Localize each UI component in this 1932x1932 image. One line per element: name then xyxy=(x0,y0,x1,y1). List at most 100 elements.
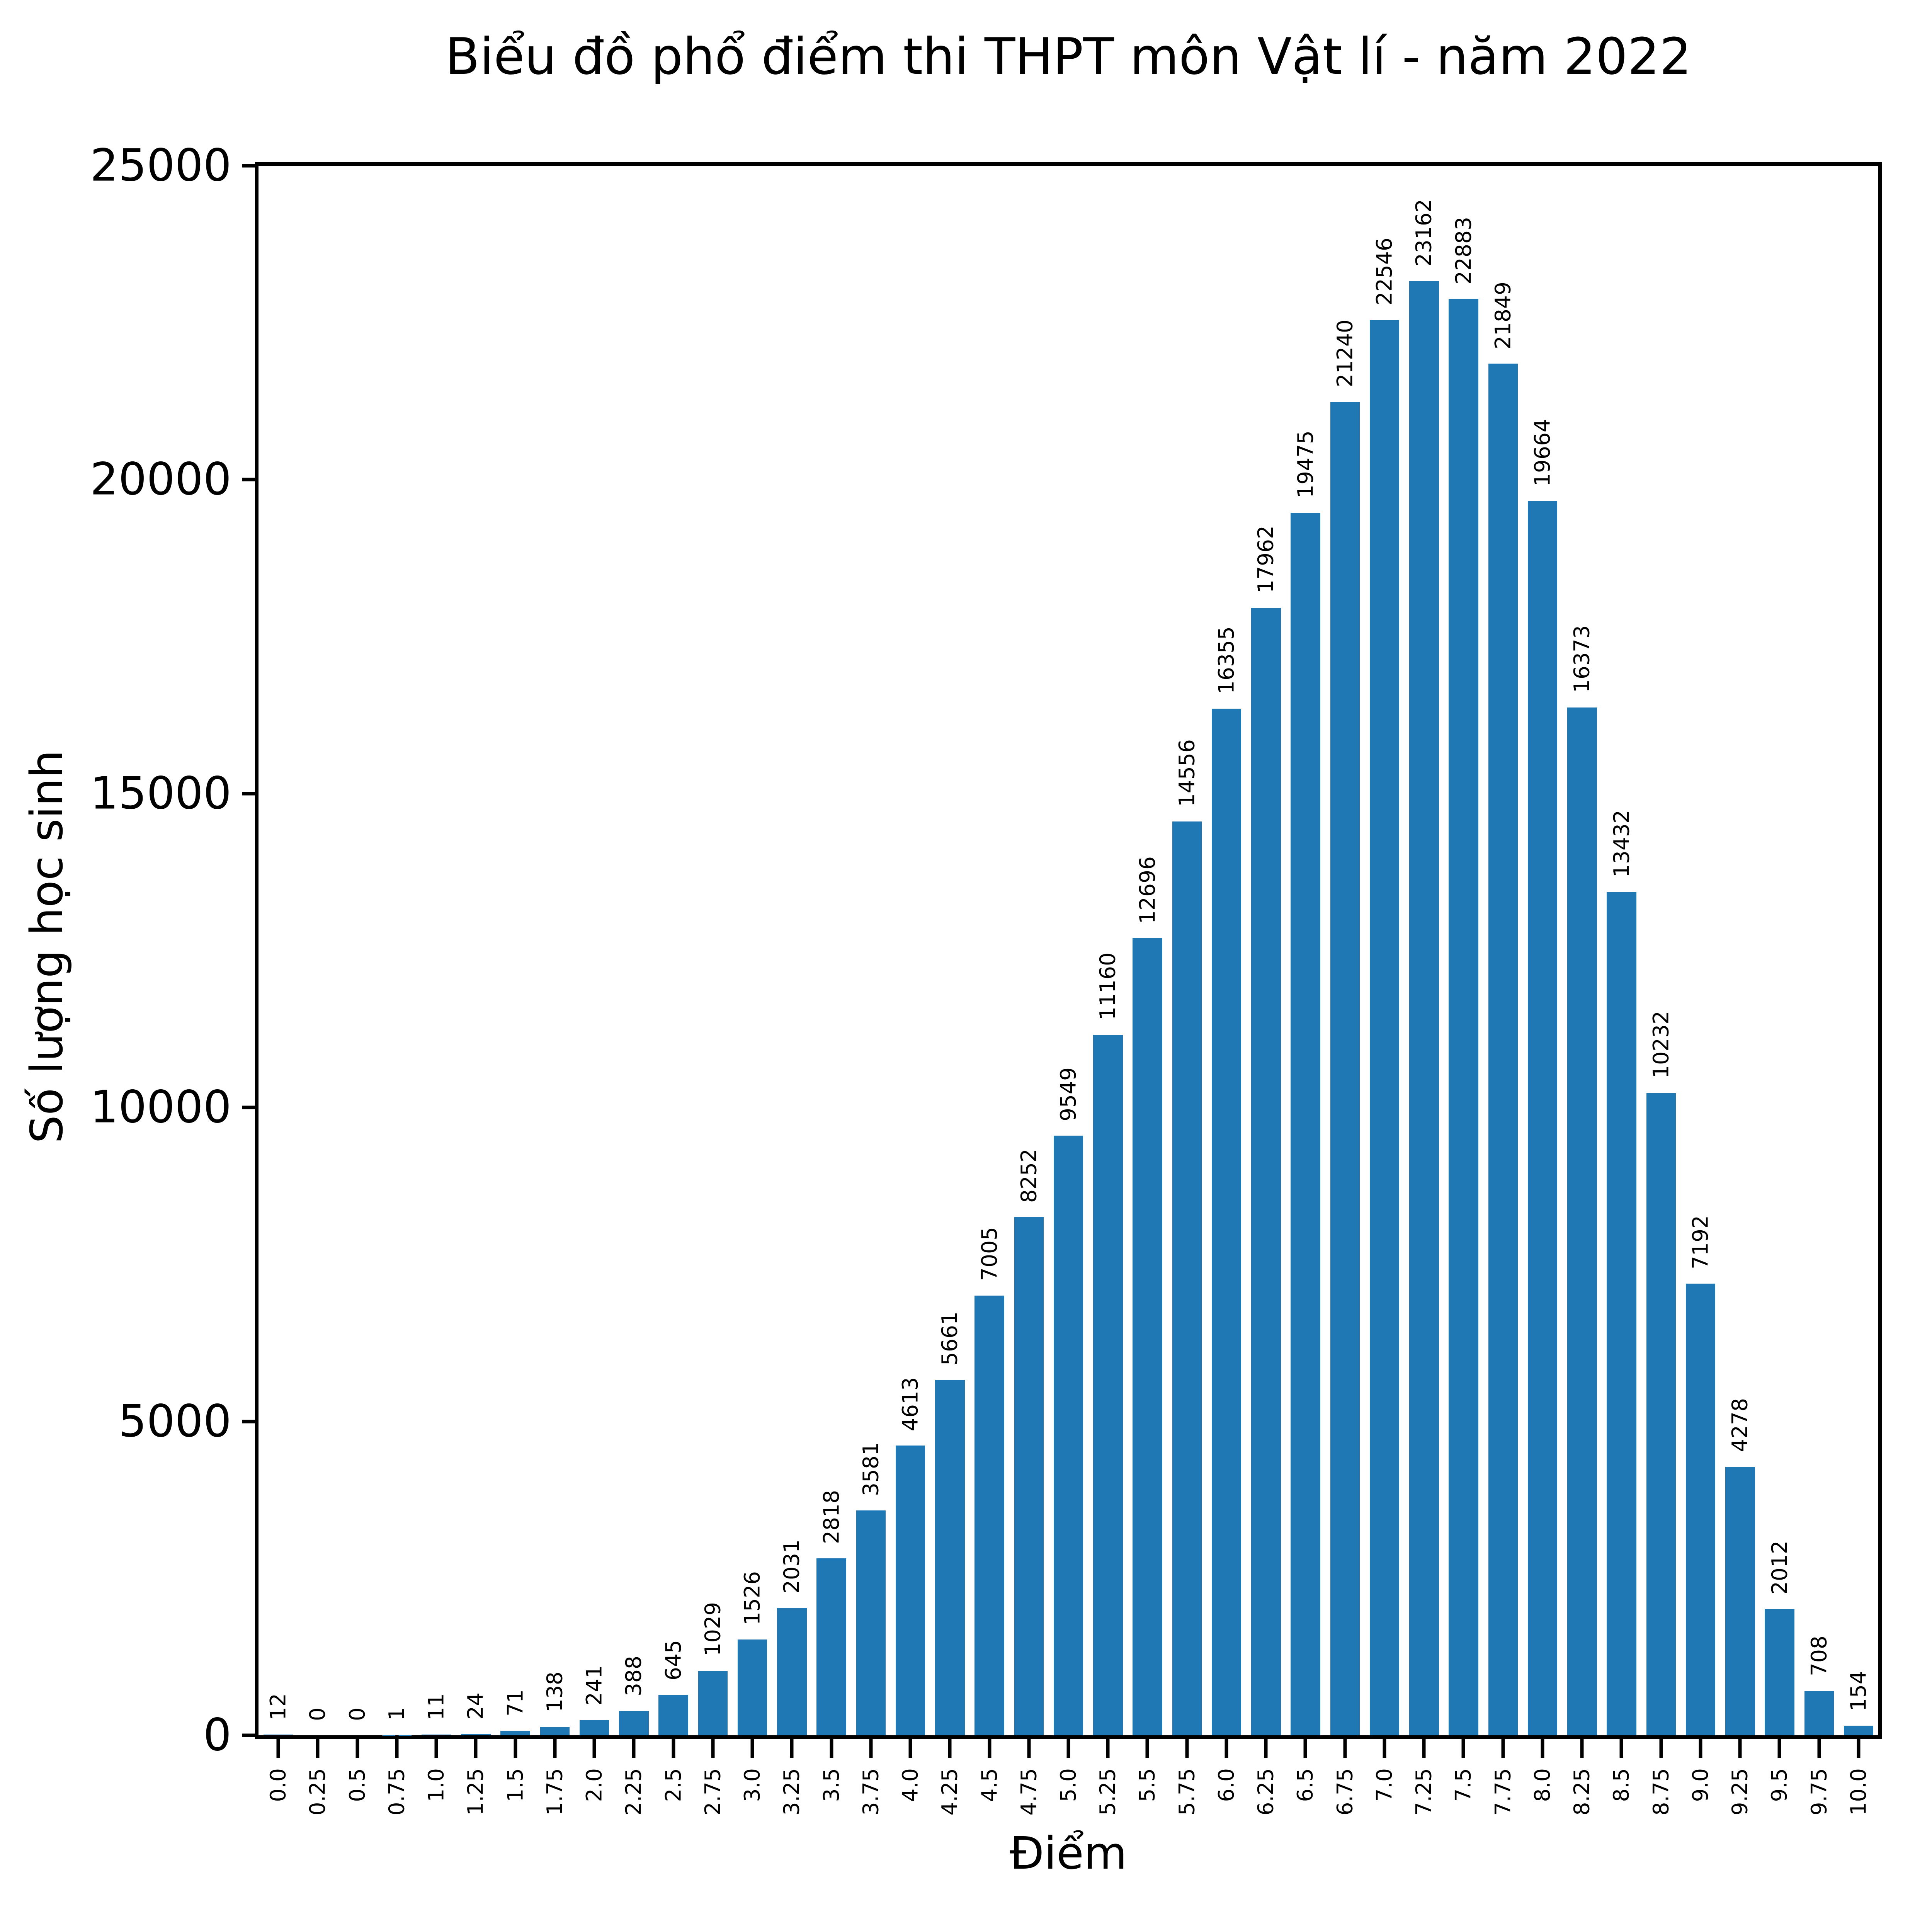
x-tick-label-5.25: 5.25 xyxy=(1095,1768,1120,1816)
bar-slot-8.5: 13432 xyxy=(1602,166,1641,1735)
bar-1.5 xyxy=(500,1731,530,1735)
x-tick-label-6.5: 6.5 xyxy=(1293,1768,1318,1802)
bar-7.5 xyxy=(1449,298,1478,1735)
x-tick-mark xyxy=(1343,1735,1347,1758)
bar-slot-4.0: 4613 xyxy=(891,166,930,1735)
x-tick-mark xyxy=(1501,1735,1505,1758)
bar-4.0 xyxy=(895,1446,925,1735)
bar-slot-3.5: 2818 xyxy=(812,166,851,1735)
bar-slot-0.75: 1 xyxy=(377,166,417,1735)
y-tick-5000: 5000 xyxy=(118,1399,259,1444)
x-tick-mark xyxy=(395,1735,399,1758)
bar-3.25 xyxy=(777,1608,807,1735)
y-tick-label-0: 0 xyxy=(203,1709,231,1761)
x-tick-label-6.75: 6.75 xyxy=(1332,1768,1357,1816)
x-tick-label-9.25: 9.25 xyxy=(1727,1768,1752,1816)
bar-7.75 xyxy=(1488,363,1518,1735)
bar-5.0 xyxy=(1053,1136,1083,1735)
bar-6.0 xyxy=(1211,708,1242,1735)
bar-7.25 xyxy=(1409,281,1439,1735)
x-tick-label-2.25: 2.25 xyxy=(621,1768,646,1816)
x-tick-mark xyxy=(1225,1735,1228,1758)
x-tick-4.0: 4.0 xyxy=(898,1735,923,1802)
x-tick-3.75: 3.75 xyxy=(858,1735,883,1815)
x-tick-mark xyxy=(1027,1735,1031,1758)
x-tick-label-4.5: 4.5 xyxy=(977,1768,1002,1802)
x-tick-mark xyxy=(276,1735,280,1758)
bar-1.75 xyxy=(540,1726,570,1735)
x-tick-label-0.25: 0.25 xyxy=(305,1768,330,1816)
y-tick-0: 0 xyxy=(203,1713,259,1758)
x-tick-mark xyxy=(1619,1735,1623,1758)
y-tick-20000: 20000 xyxy=(90,457,259,502)
x-tick-6.0: 6.0 xyxy=(1214,1735,1239,1802)
bar-5.5 xyxy=(1133,938,1162,1735)
x-axis-ticks: 0.0 0.25 0.5 0.75 1.0 1.25 1.5 1.75 2.0 2.25 2.5 2.… xyxy=(259,166,1878,1815)
bar-slot-4.75: 8252 xyxy=(1009,166,1049,1735)
x-tick-label-5.75: 5.75 xyxy=(1174,1768,1199,1816)
x-tick-mark xyxy=(1145,1735,1149,1758)
bar-8.75 xyxy=(1646,1093,1676,1735)
x-tick-0.5: 0.5 xyxy=(345,1735,369,1802)
y-axis-ticks: 0 5000 10000 15000 20000 25000 xyxy=(90,143,1878,1757)
x-tick-5.5: 5.5 xyxy=(1135,1735,1160,1802)
chart-title: Biểu đồ phổ điểm thi THPT môn Vật lí - n… xyxy=(445,27,1692,86)
x-tick-label-3.25: 3.25 xyxy=(779,1768,804,1816)
x-tick-mark xyxy=(1777,1735,1781,1758)
plot-area: 12 0 0 1 11 24 71 138 241 388 645 1029 1526 2031 2818 3… xyxy=(90,143,1882,1815)
bar-9.5 xyxy=(1765,1609,1794,1735)
x-tick-0.25: 0.25 xyxy=(305,1735,330,1816)
bar-slot-6.0: 16355 xyxy=(1207,166,1246,1735)
x-tick-label-3.0: 3.0 xyxy=(740,1768,765,1802)
x-tick-4.75: 4.75 xyxy=(1016,1735,1041,1816)
x-tick-mark xyxy=(316,1735,320,1758)
bar-slot-1.5: 71 xyxy=(496,166,535,1735)
x-tick-label-8.0: 8.0 xyxy=(1530,1768,1555,1802)
bar-7.0 xyxy=(1369,320,1400,1735)
x-tick-label-10.0: 10.0 xyxy=(1846,1768,1871,1816)
x-tick-mark xyxy=(1185,1735,1189,1758)
bar-slot-2.25: 388 xyxy=(614,166,653,1735)
bar-slot-3.75: 3581 xyxy=(851,166,891,1735)
x-tick-mark xyxy=(1383,1735,1386,1758)
bar-6.25 xyxy=(1251,607,1281,1735)
bar-10.0 xyxy=(1844,1725,1874,1735)
y-tick-label-25000: 25000 xyxy=(90,139,231,192)
x-tick-mark xyxy=(1738,1735,1742,1758)
x-tick-label-0.75: 0.75 xyxy=(384,1768,409,1816)
x-tick-label-4.75: 4.75 xyxy=(1016,1768,1041,1816)
x-tick-label-8.5: 8.5 xyxy=(1609,1768,1634,1802)
x-tick-mark xyxy=(1699,1735,1702,1758)
x-tick-6.25: 6.25 xyxy=(1253,1735,1278,1815)
bar-3.0 xyxy=(737,1639,767,1735)
x-tick-9.5: 9.5 xyxy=(1767,1735,1792,1802)
bar-slot-2.75: 1029 xyxy=(693,166,733,1735)
x-tick-mark xyxy=(632,1735,636,1758)
x-tick-mark xyxy=(1461,1735,1465,1758)
bar-slot-7.25: 23162 xyxy=(1404,166,1444,1735)
bar-slot-1.25: 24 xyxy=(456,166,495,1735)
bar-slot-5.25: 11160 xyxy=(1088,166,1128,1735)
x-tick-mark xyxy=(830,1735,833,1758)
x-tick-8.25: 8.25 xyxy=(1569,1735,1594,1816)
x-tick-8.5: 8.5 xyxy=(1609,1735,1634,1802)
x-tick-2.5: 2.5 xyxy=(661,1735,685,1802)
x-tick-label-7.5: 7.5 xyxy=(1451,1768,1476,1802)
x-tick-label-8.25: 8.25 xyxy=(1569,1768,1594,1816)
x-tick-mark xyxy=(355,1735,359,1758)
bar-slot-6.75: 21240 xyxy=(1325,166,1365,1735)
x-tick-7.5: 7.5 xyxy=(1451,1735,1476,1802)
bar-1.25 xyxy=(461,1734,491,1735)
y-tick-label-20000: 20000 xyxy=(90,453,231,505)
x-tick-mark xyxy=(1817,1735,1821,1758)
x-tick-0.0: 0.0 xyxy=(266,1735,291,1802)
y-tick-mark xyxy=(242,164,259,168)
bar-slot-5.5: 12696 xyxy=(1128,166,1167,1735)
bar-3.5 xyxy=(816,1558,846,1735)
x-tick-label-6.0: 6.0 xyxy=(1214,1768,1239,1802)
x-tick-mark xyxy=(948,1735,952,1758)
y-axis-label: Số lượng học sinh xyxy=(21,750,73,1144)
bar-9.0 xyxy=(1685,1284,1716,1735)
x-tick-8.75: 8.75 xyxy=(1648,1735,1673,1815)
